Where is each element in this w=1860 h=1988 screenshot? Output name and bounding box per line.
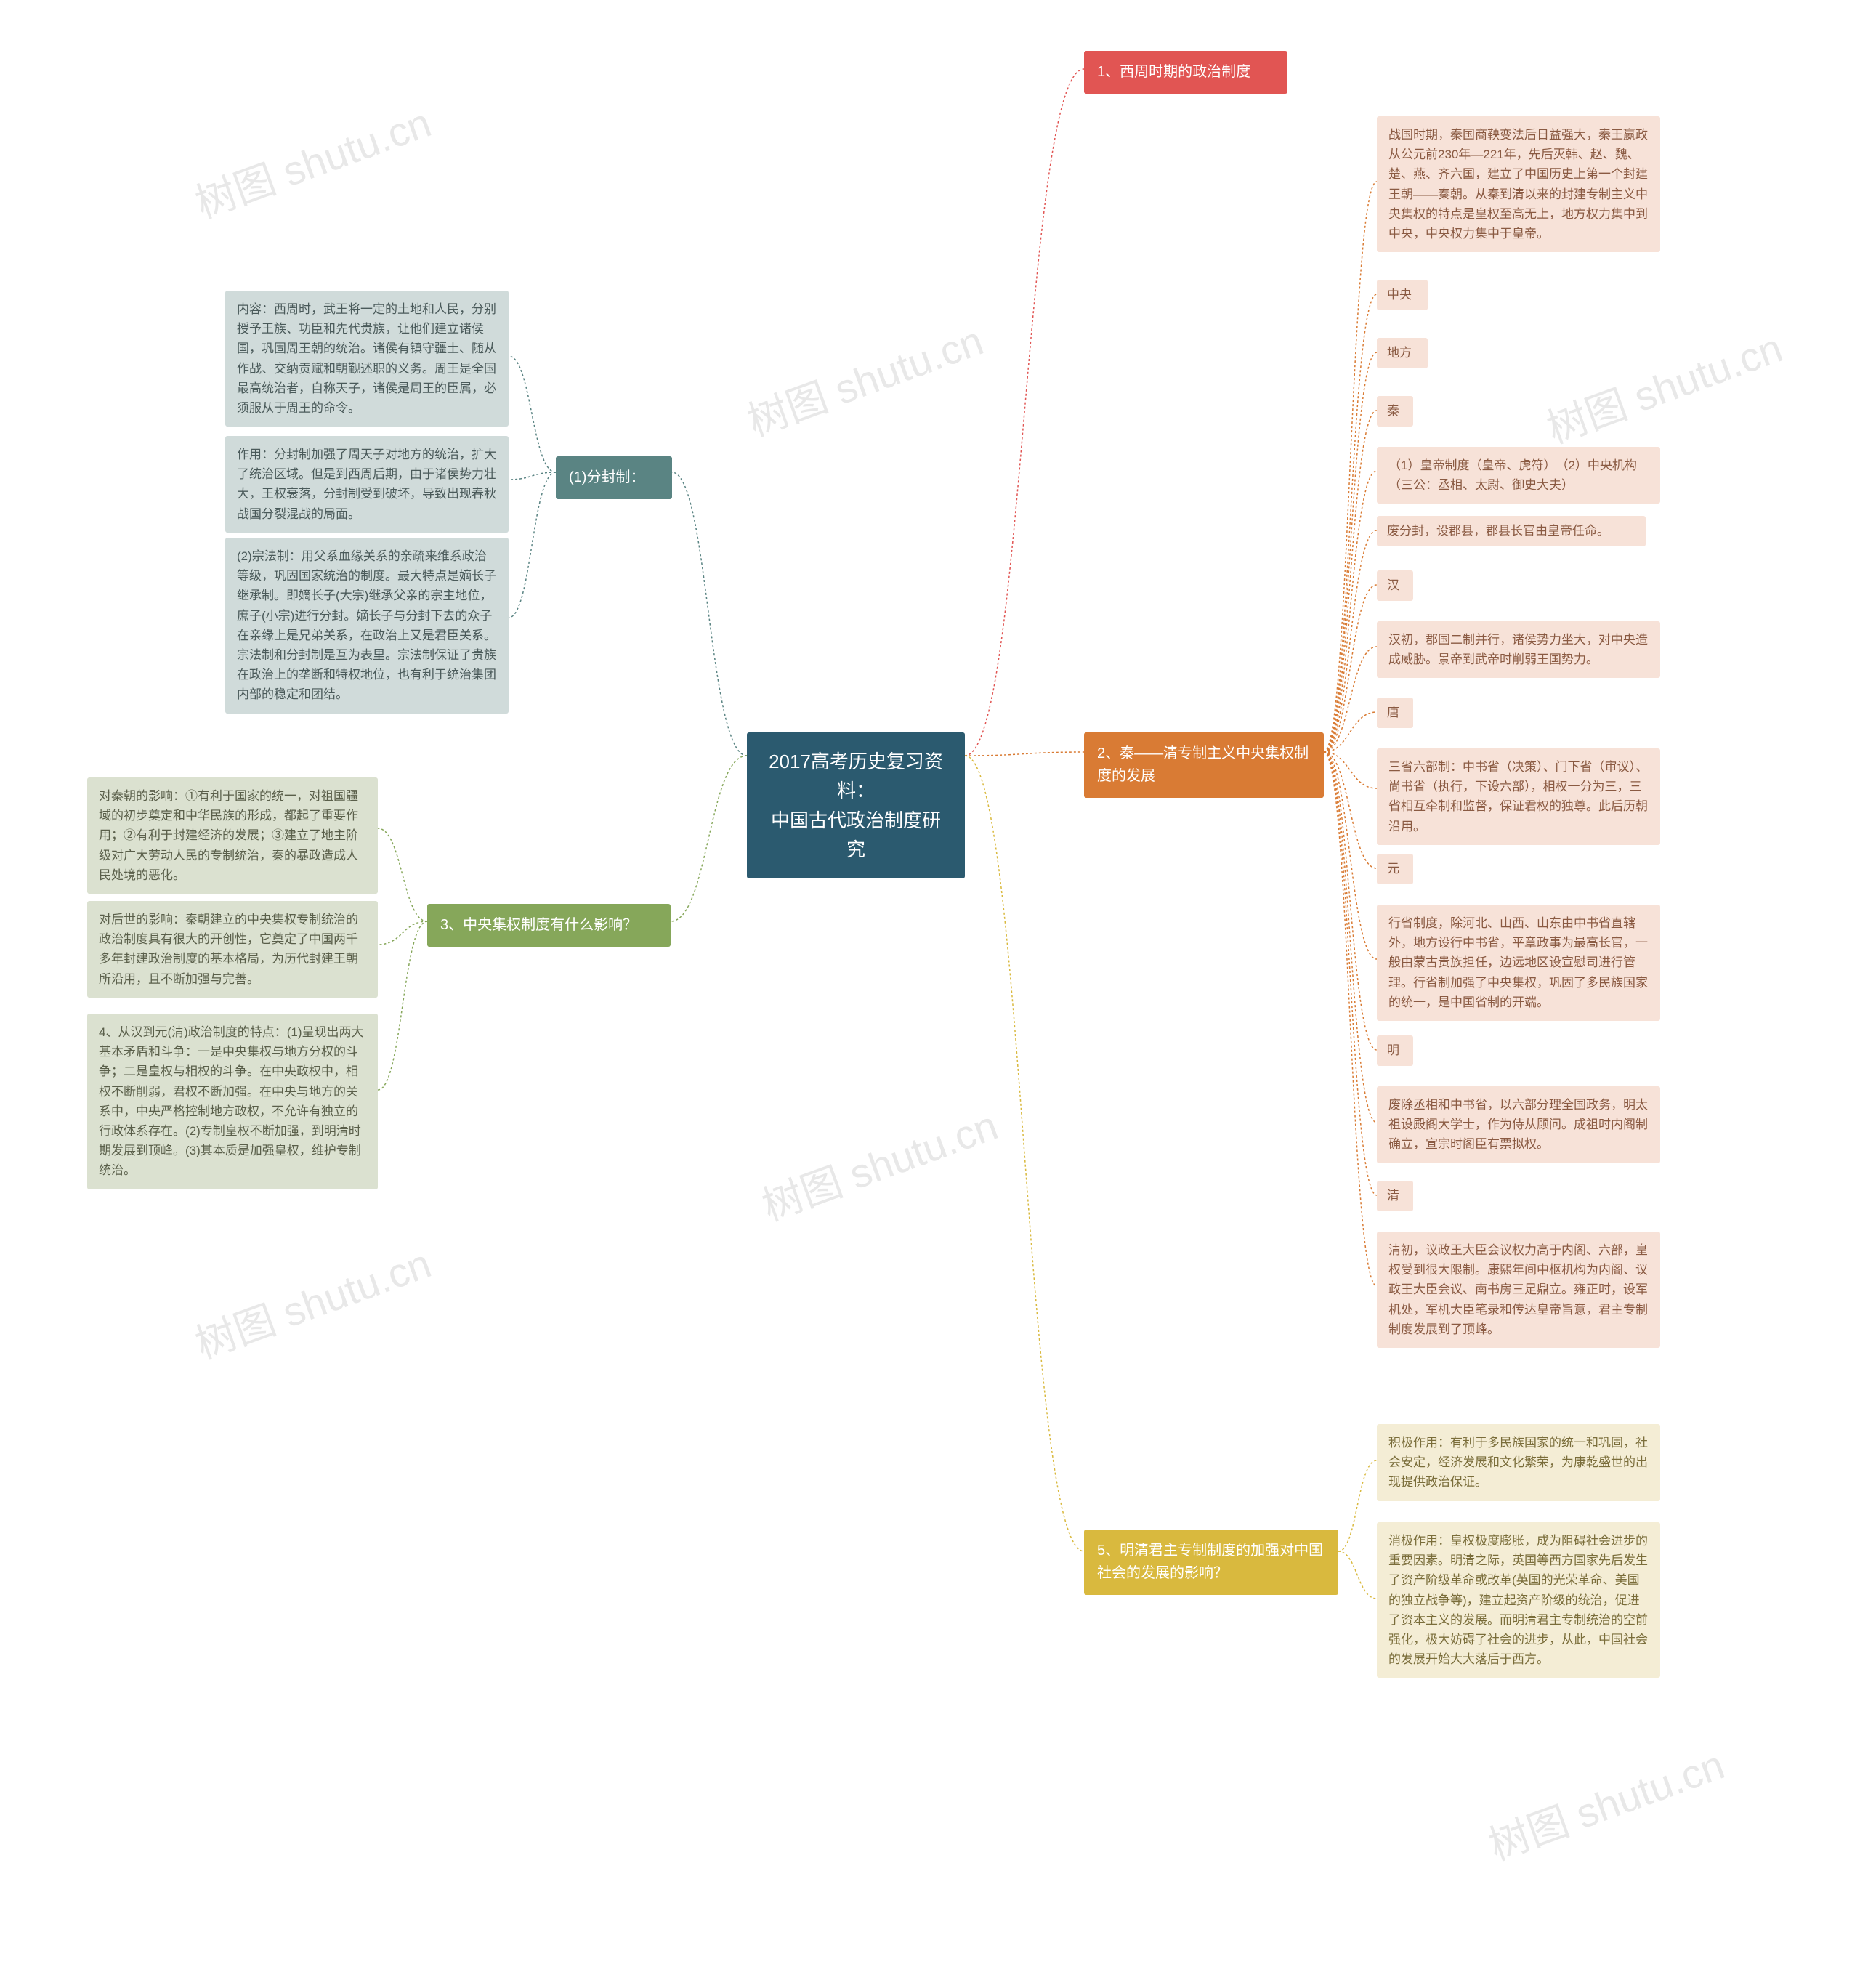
leaf-central: 中央 <box>1377 280 1428 310</box>
leaf-fengjie-content: 内容：西周时，武王将一定的土地和人民，分别授予王族、功臣和先代贵族，让他们建立诸… <box>225 291 509 427</box>
leaf-ming-detail: 废除丞相和中书省，以六部分理全国政务，明太祖设殿阁大学士，作为侍从顾问。成祖时内… <box>1377 1086 1660 1163</box>
leaf-han-yuan-features: 4、从汉到元(清)政治制度的特点：(1)呈现出两大基本矛盾和斗争：一是中央集权与… <box>87 1014 378 1189</box>
watermark: 树图 shutu.cn <box>753 1093 1005 1232</box>
leaf-qin-influence: 对秦朝的影响：①有利于国家的统一，对祖国疆域的初步奠定和中华民族的形成，都起了重… <box>87 777 378 894</box>
leaf-junxian: 废分封，设郡县，郡县长官由皇帝任命。 <box>1377 516 1646 546</box>
leaf-qing: 清 <box>1377 1181 1413 1211</box>
leaf-han: 汉 <box>1377 570 1413 601</box>
leaf-emperor-system: （1）皇帝制度（皇帝、虎符） （2）中央机构（三公：丞相、太尉、御史大夫） <box>1377 447 1660 504</box>
leaf-yuan: 元 <box>1377 854 1413 884</box>
leaf-local: 地方 <box>1377 338 1428 368</box>
leaf-fengjie-effect: 作用：分封制加强了周天子对地方的统治，扩大了统治区域。但是到西周后期，由于诸侯势… <box>225 436 509 533</box>
leaf-warring-states: 战国时期，秦国商鞅变法后日益强大，秦王嬴政从公元前230年—221年，先后灭韩、… <box>1377 116 1660 252</box>
mindmap-root[interactable]: 2017高考历史复习资料： 中国古代政治制度研究 <box>747 732 965 878</box>
watermark: 树图 shutu.cn <box>186 1231 438 1370</box>
branch-western-zhou[interactable]: 1、西周时期的政治制度 <box>1084 51 1287 94</box>
leaf-ming: 明 <box>1377 1035 1413 1066</box>
watermark: 树图 shutu.cn <box>1537 315 1790 455</box>
branch-ming-qing[interactable]: 5、明清君主专制制度的加强对中国社会的发展的影响？ <box>1084 1530 1338 1595</box>
watermark: 树图 shutu.cn <box>1479 1732 1731 1872</box>
watermark: 树图 shutu.cn <box>738 308 990 448</box>
branch-influence[interactable]: 3、中央集权制度有什么影响？ <box>427 904 671 947</box>
branch-qin-qing[interactable]: 2、秦——清专制主义中央集权制度的发展 <box>1084 732 1324 798</box>
leaf-later-influence: 对后世的影响：秦朝建立的中央集权专制统治的政治制度具有很大的开创性，它奠定了中国… <box>87 901 378 998</box>
leaf-qing-detail: 清初，议政王大臣会议权力高于内阁、六部，皇权受到很大限制。康熙年间中枢机构为内阁… <box>1377 1232 1660 1348</box>
leaf-zongfa: (2)宗法制：用父系血缘关系的亲疏来维系政治等级，巩固国家统治的制度。最大特点是… <box>225 538 509 714</box>
leaf-han-detail: 汉初，郡国二制并行，诸侯势力坐大，对中央造成威胁。景帝到武帝时削弱王国势力。 <box>1377 621 1660 678</box>
watermark: 树图 shutu.cn <box>186 90 438 230</box>
leaf-tang-detail: 三省六部制：中书省（决策）、门下省（审议）、尚书省（执行，下设六部），相权一分为… <box>1377 748 1660 845</box>
leaf-negative-effect: 消极作用：皇权极度膨胀，成为阻碍社会进步的重要因素。明清之际，英国等西方国家先后… <box>1377 1522 1660 1678</box>
leaf-positive-effect: 积极作用：有利于多民族国家的统一和巩固，社会安定，经济发展和文化繁荣，为康乾盛世… <box>1377 1424 1660 1501</box>
leaf-yuan-detail: 行省制度，除河北、山西、山东由中书省直辖外，地方设行中书省，平章政事为最高长官，… <box>1377 905 1660 1021</box>
leaf-qin: 秦 <box>1377 396 1413 427</box>
branch-fengjie[interactable]: (1)分封制： <box>556 456 672 499</box>
leaf-tang: 唐 <box>1377 698 1413 728</box>
